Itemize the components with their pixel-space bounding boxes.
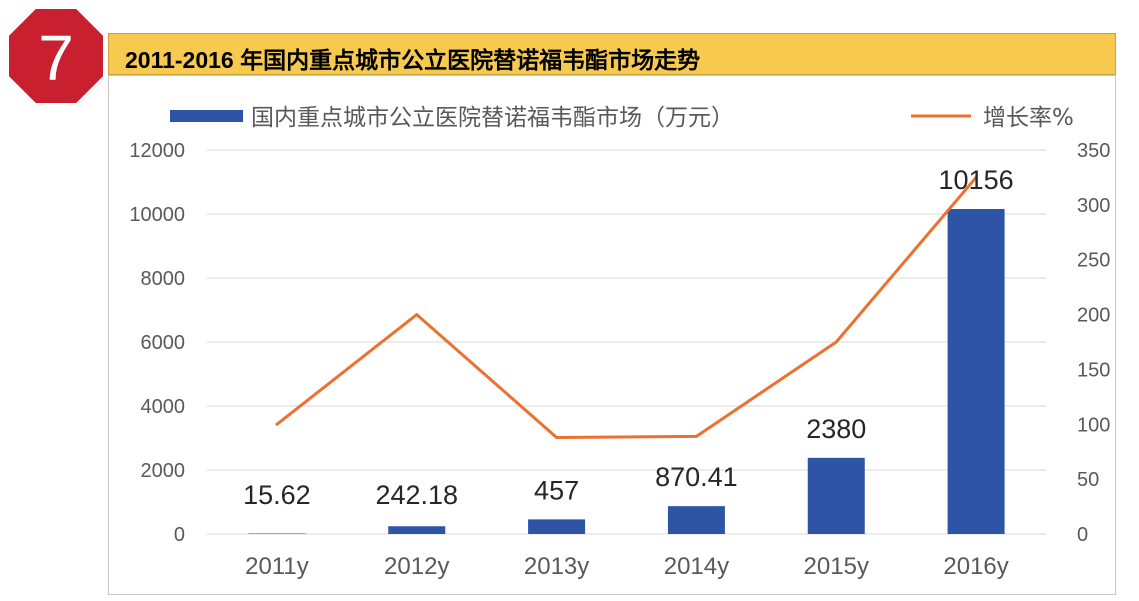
left-axis-tick-label: 2000 — [141, 460, 186, 482]
bar-data-label: 15.62 — [243, 480, 311, 510]
right-axis-tick-label: 300 — [1077, 195, 1110, 217]
badge-number: 7 — [38, 22, 74, 94]
x-axis-tick-label: 2012y — [384, 553, 449, 580]
left-axis-tick-label: 10000 — [129, 204, 185, 226]
left-axis-tick-label: 12000 — [129, 140, 185, 162]
growth-rate-point — [275, 422, 279, 426]
right-axis-tick-label: 350 — [1077, 140, 1110, 162]
growth-rate-point — [974, 175, 978, 179]
growth-rate-line — [275, 176, 978, 439]
number-badge: 7 — [5, 5, 107, 107]
right-axis-tick-label: 250 — [1077, 250, 1110, 272]
right-axis-tick-label: 100 — [1077, 414, 1110, 436]
bar — [667, 506, 725, 534]
growth-rate-point — [834, 340, 838, 344]
page-title: 2011-2016 年国内重点城市公立医院替诺福韦酯市场走势 — [125, 47, 701, 73]
legend-bar-swatch — [170, 110, 243, 122]
title-bar: 2011-2016 年国内重点城市公立医院替诺福韦酯市场走势 — [108, 33, 1116, 75]
market-trend-chart: 0 2000 4000 6000 8000 10000 12000 0 50 100 150 200 2… — [129, 105, 1110, 580]
growth-rate-point — [694, 434, 698, 438]
bar — [947, 209, 1005, 534]
bar-data-label: 2380 — [806, 414, 866, 444]
right-axis-tick-label: 0 — [1077, 524, 1088, 546]
legend-bar-label: 国内重点城市公立医院替诺福韦酯市场（万元） — [251, 105, 734, 131]
growth-rate-point — [415, 313, 419, 317]
x-axis-tick-label: 2015y — [804, 553, 869, 580]
bar-data-label: 870.41 — [655, 462, 738, 492]
growth-rate-point — [555, 435, 559, 439]
bar-data-label: 457 — [534, 475, 579, 505]
right-axis-tick-label: 200 — [1077, 305, 1110, 327]
bar — [388, 526, 446, 534]
left-axis-tick-label: 6000 — [141, 332, 186, 354]
bar-data-label: 10156 — [939, 165, 1014, 195]
x-axis-tick-label: 2013y — [524, 553, 589, 580]
left-axis-tick-label: 4000 — [141, 396, 186, 418]
left-axis-tick-label: 0 — [174, 524, 185, 546]
x-axis-tick-label: 2011y — [245, 553, 309, 580]
x-axis-tick-label: 2014y — [664, 553, 729, 580]
right-axis-tick-label: 50 — [1077, 469, 1099, 491]
x-axis-tick-label: 2016y — [943, 553, 1008, 580]
bar-data-label: 242.18 — [375, 480, 458, 510]
octagon-badge-icon — [5, 5, 107, 107]
chart-frame: 0 2000 4000 6000 8000 10000 12000 0 50 100 150 200 2… — [108, 75, 1116, 595]
legend-line-label: 增长率% — [983, 105, 1074, 131]
right-axis-tick-label: 150 — [1077, 359, 1110, 381]
left-axis-tick-label: 8000 — [141, 268, 186, 290]
bar — [807, 457, 865, 534]
bar — [528, 519, 586, 534]
